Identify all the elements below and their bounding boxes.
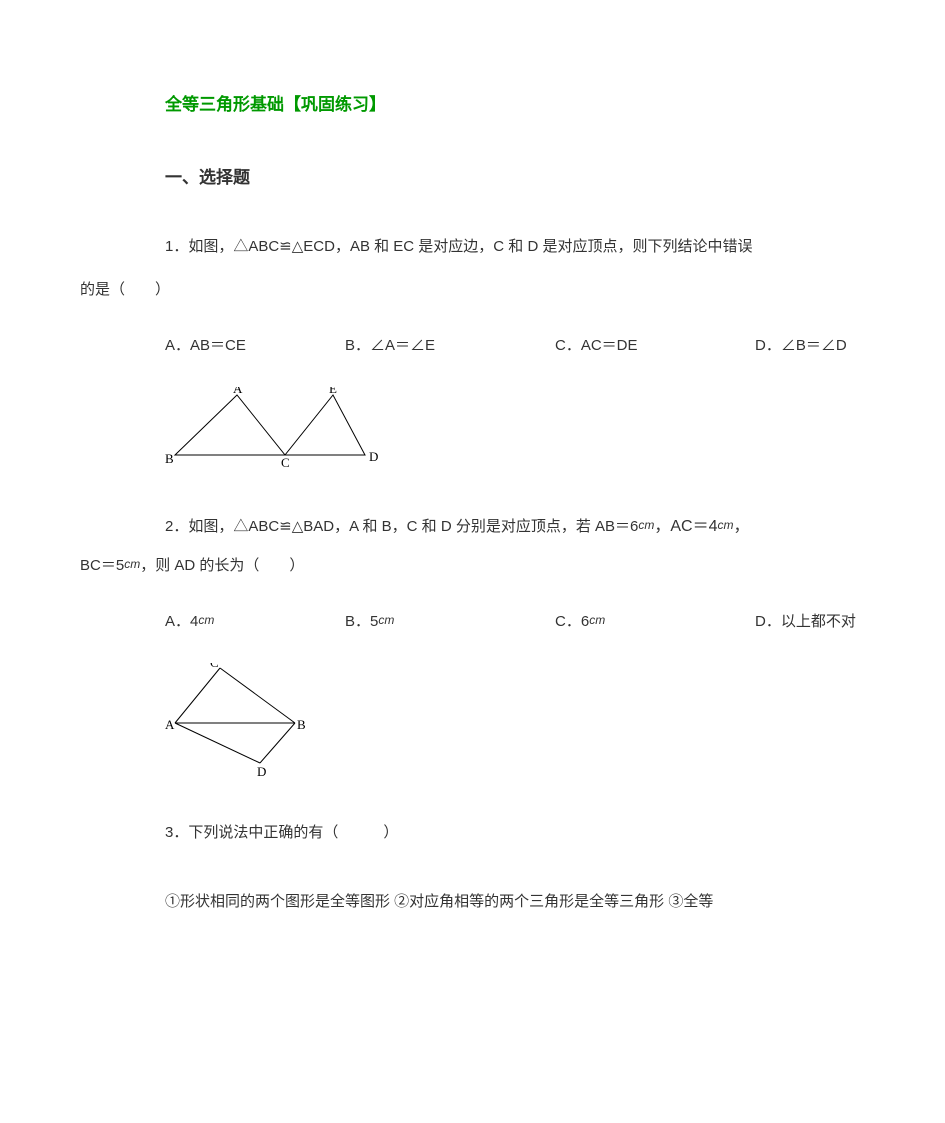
q2-option-b: B．5cm <box>345 610 555 631</box>
section-heading: 一、选择题 <box>165 163 865 188</box>
q1-figure: A B C D E <box>165 387 865 472</box>
q2-unit-2: cm <box>717 518 733 532</box>
q3-sub: ①形状相同的两个图形是全等图形 ②对应角相等的两个三角形是全等三角形 ③全等 <box>165 885 865 918</box>
q2-label-d: D <box>257 764 266 778</box>
q2-text-line2-post: ，则 AD 的长为（ ） <box>140 557 304 574</box>
q1-option-a: A．AB＝CE <box>165 334 345 355</box>
q2-line1-wrapper: 2．如图，△ABC≌△BAD，A 和 B，C 和 D 分别是对应顶点，若 AB＝… <box>80 510 865 543</box>
q2-text-line1-mid: ，AC＝4 <box>654 518 717 535</box>
q2-text-line2-pre: BC＝5 <box>80 557 124 574</box>
q1-options: A．AB＝CE B．∠A＝∠E C．AC＝DE D．∠B＝∠D <box>165 334 865 355</box>
q1-label-e: E <box>329 387 337 396</box>
q2-options: A．4cm B．5cm C．6cm D．以上都不对 <box>165 610 865 631</box>
q2-option-d: D．以上都不对 <box>755 610 856 631</box>
q1-option-b: B．∠A＝∠E <box>345 334 555 355</box>
q2-figure: A B C D <box>165 663 865 778</box>
q3-text: 3．下列说法中正确的有（ ） <box>165 816 865 849</box>
q2-label-b: B <box>297 717 306 732</box>
q2-unit-1: cm <box>638 518 654 532</box>
q1-label-d: D <box>369 449 378 464</box>
q2-unit-3: cm <box>124 557 140 571</box>
q2-text-line1-pre: 2．如图，△ABC≌△BAD，A 和 B，C 和 D 分别是对应顶点，若 AB＝… <box>165 518 638 535</box>
q1-option-c: C．AC＝DE <box>555 334 755 355</box>
q1-option-d: D．∠B＝∠D <box>755 334 847 355</box>
q2-line2-wrapper: BC＝5cm，则 AD 的长为（ ） <box>80 549 865 582</box>
q2-label-c: C <box>210 663 219 670</box>
q2-option-a: A．4cm <box>165 610 345 631</box>
page-title: 全等三角形基础【巩固练习】 <box>165 90 865 115</box>
q1-label-c: C <box>281 455 290 470</box>
q1-label-a: A <box>233 387 243 396</box>
q1-text-line1: 1．如图，△ABC≌△ECD，AB 和 EC 是对应边，C 和 D 是对应顶点，… <box>165 230 865 263</box>
q2-text-line1-post: ， <box>733 518 749 535</box>
q1-label-b: B <box>165 451 174 466</box>
q2-label-a: A <box>165 717 175 732</box>
q1-text-line2: 的是（ ） <box>80 273 865 306</box>
q2-option-c: C．6cm <box>555 610 755 631</box>
